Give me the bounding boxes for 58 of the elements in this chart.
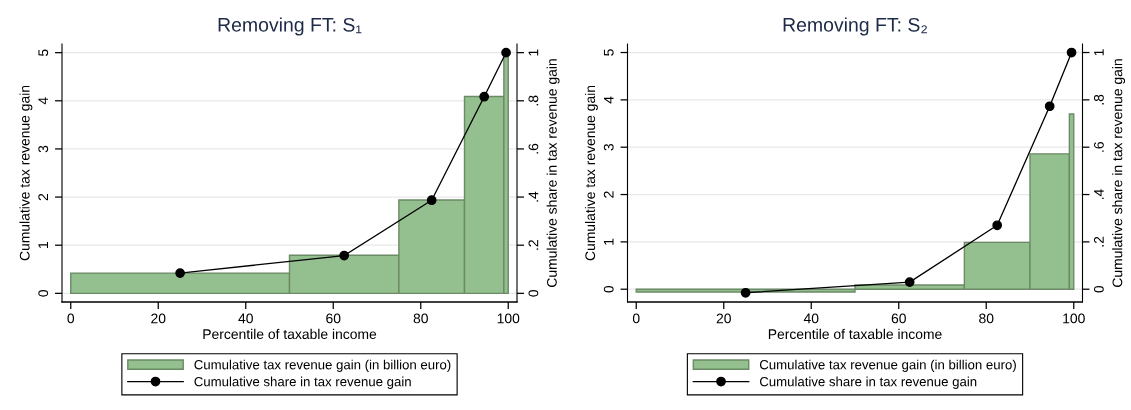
point <box>1044 101 1055 112</box>
y-tick-label: 3 <box>38 145 49 153</box>
x-tick-label: 100 <box>497 313 520 324</box>
x-tick-label: 80 <box>413 313 428 324</box>
y2-tick-label: .6 <box>528 143 539 154</box>
point <box>904 277 915 287</box>
y-axis-title: Cumulative tax revenue gain <box>584 85 598 261</box>
y2-tick-label: .4 <box>1094 189 1104 200</box>
y2-tick-label: .2 <box>528 240 539 250</box>
point <box>479 91 490 102</box>
point <box>1066 47 1077 58</box>
point <box>740 287 751 298</box>
x-tick-label: 0 <box>67 313 75 324</box>
y-tick-label: 1 <box>603 238 614 245</box>
x-axis-title: Percentile of taxable income <box>768 328 942 340</box>
chart-title: Removing FT: S₁ <box>218 17 362 36</box>
x-tick-label: 20 <box>151 313 166 324</box>
y2-axis-title: Cumulative share in tax revenue gain <box>1112 59 1126 287</box>
legend-label: Cumulative tax revenue gain (in billion euro) <box>194 359 451 372</box>
point <box>175 268 185 278</box>
x-tick-label: 40 <box>238 313 253 324</box>
y-tick-label: 3 <box>603 143 614 151</box>
x-tick-label: 80 <box>979 313 994 324</box>
y-tick-label: 1 <box>38 242 49 248</box>
x-tick-label: 0 <box>632 313 640 324</box>
y2-axis-title: Cumulative share in tax revenue gain <box>546 59 560 287</box>
y2-tick-label: 0 <box>1093 285 1104 293</box>
y-tick-label: 2 <box>38 193 49 201</box>
point <box>339 250 350 261</box>
y2-tick-label: .8 <box>528 95 539 106</box>
y2-tick-label: 0 <box>528 290 539 297</box>
legend-label: Cumulative share in tax revenue gain <box>194 376 411 389</box>
x-tick-label: 60 <box>891 313 906 324</box>
chart-title: Removing FT: S₂ <box>783 17 927 36</box>
point <box>426 195 437 206</box>
y-tick-label: 5 <box>38 49 49 56</box>
y2-tick-label: 1 <box>1094 49 1104 56</box>
y2-tick-label: .6 <box>1093 142 1104 152</box>
legend-label: Cumulative share in tax revenue gain <box>759 376 977 389</box>
point <box>992 220 1003 231</box>
x-tick-label: 40 <box>803 313 819 324</box>
y2-tick-label: .8 <box>1093 94 1104 105</box>
y-tick-label: 0 <box>38 290 49 297</box>
point <box>501 47 511 58</box>
y-tick-label: 4 <box>38 97 49 105</box>
y-tick-label: 5 <box>603 49 614 56</box>
x-axis-title: Percentile of taxable income <box>203 328 377 340</box>
legend-label: Cumulative tax revenue gain (in billion euro) <box>759 359 1016 372</box>
y2-tick-label: 1 <box>528 49 539 56</box>
y2-tick-label: .4 <box>528 191 539 202</box>
y-axis-title: Cumulative tax revenue gain <box>19 85 33 261</box>
x-tick-label: 100 <box>1063 313 1085 324</box>
x-tick-label: 60 <box>326 313 341 324</box>
y-tick-label: 2 <box>603 191 614 198</box>
y-tick-label: 4 <box>603 96 614 104</box>
y-tick-label: 0 <box>603 285 614 293</box>
x-tick-label: 20 <box>716 313 731 324</box>
y2-tick-label: .2 <box>1093 236 1104 247</box>
